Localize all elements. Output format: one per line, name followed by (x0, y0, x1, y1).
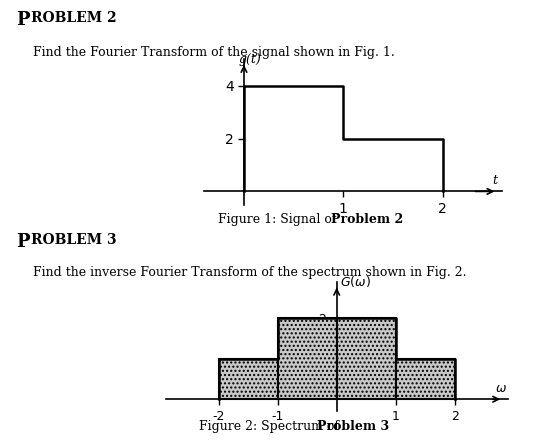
Bar (337, 318, 396, 399)
Text: Find the inverse Fourier Transform of the spectrum shown in Fig. 2.: Find the inverse Fourier Transform of th… (33, 266, 466, 279)
Text: ROBLEM 2: ROBLEM 2 (31, 11, 117, 25)
Text: Problem 3: Problem 3 (317, 420, 390, 433)
Text: Figure 1: Signal of: Figure 1: Signal of (218, 213, 341, 227)
Text: Problem 2: Problem 2 (331, 213, 404, 227)
Bar (219, 359, 278, 399)
Text: t: t (492, 174, 497, 187)
Text: ROBLEM 3: ROBLEM 3 (31, 233, 117, 247)
Bar (278, 318, 337, 399)
Text: $G(\omega)$: $G(\omega)$ (339, 274, 370, 289)
Text: P: P (17, 233, 30, 251)
Text: g(t): g(t) (239, 53, 262, 66)
Text: P: P (17, 11, 30, 29)
Bar (396, 359, 455, 399)
Text: Figure 2: Spectrum of: Figure 2: Spectrum of (199, 420, 343, 433)
Text: $\omega$: $\omega$ (495, 382, 507, 395)
Text: Find the Fourier Transform of the signal shown in Fig. 1.: Find the Fourier Transform of the signal… (33, 46, 395, 59)
